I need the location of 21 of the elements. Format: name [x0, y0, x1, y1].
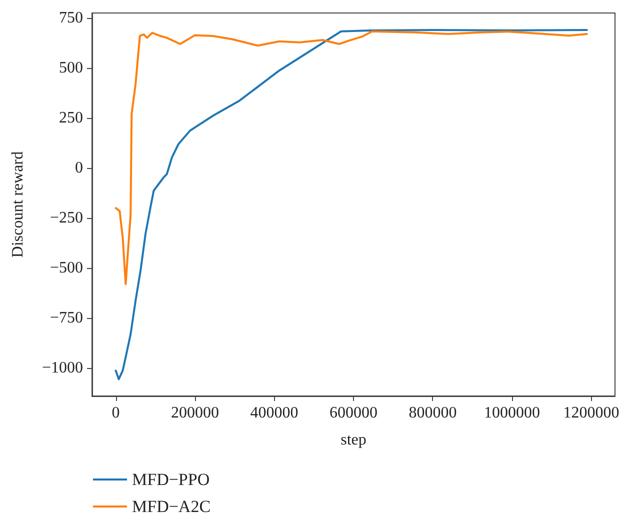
x-tick-label: 600000 — [330, 404, 378, 422]
x-tick-label: 0 — [112, 404, 120, 422]
x-tick-label: 1200000 — [563, 404, 620, 422]
y-tick-label: −750 — [50, 310, 83, 326]
y-tick-label: −250 — [50, 210, 83, 226]
line-series — [114, 29, 588, 380]
x-tick-label: 200000 — [171, 404, 220, 422]
y-tick-label: −1000 — [42, 360, 83, 376]
x-tick-label: 400000 — [250, 404, 298, 422]
y-tick-label: 750 — [59, 10, 83, 26]
x-tick-label: 1000000 — [484, 404, 540, 422]
legend-label: MFD−PPO — [132, 470, 210, 489]
x-tick-label: 800000 — [408, 404, 457, 422]
line-series — [114, 30, 588, 285]
y-tick-label: 0 — [75, 160, 83, 176]
x-axis-title: step — [340, 432, 366, 448]
y-tick-label: −500 — [50, 260, 83, 276]
y-tick-label: 500 — [59, 60, 83, 76]
y-axis-title: Discount reward — [10, 151, 26, 258]
legend-label: MFD−A2C — [132, 497, 211, 516]
y-tick-label: 250 — [59, 110, 83, 126]
